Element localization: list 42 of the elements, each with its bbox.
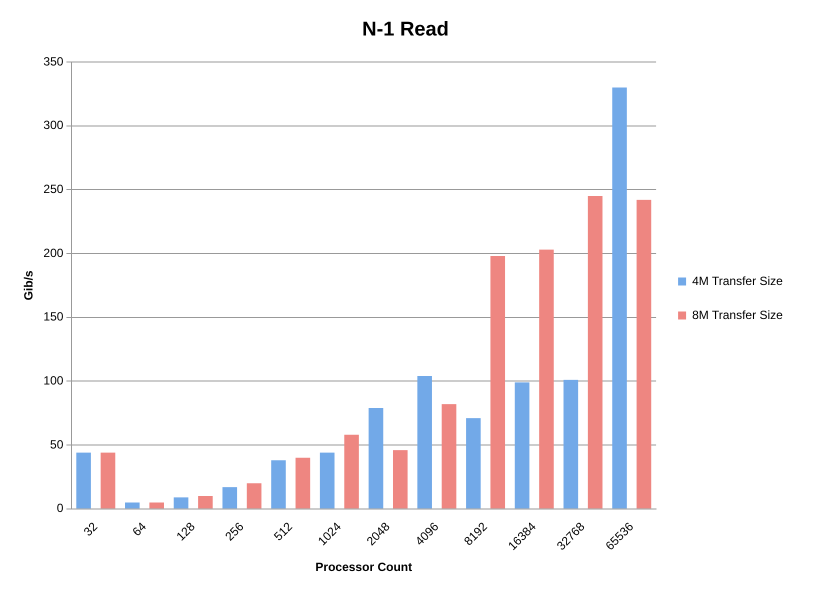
- bar: [636, 200, 652, 508]
- bar: [296, 458, 310, 508]
- bar: [392, 450, 408, 508]
- bar: [442, 404, 456, 508]
- bar: [174, 497, 188, 508]
- bar: [149, 502, 164, 508]
- bar: [76, 452, 91, 508]
- x-tick-label: 256: [222, 519, 247, 544]
- legend-label: 4M Transfer Size: [692, 274, 784, 288]
- y-tick-label: 150: [43, 310, 64, 324]
- y-tick-label: 350: [43, 54, 64, 68]
- bar: [271, 460, 286, 508]
- bar: [490, 256, 506, 508]
- legend-label: 8M Transfer Size: [692, 308, 784, 322]
- bar: [222, 487, 238, 508]
- x-axis-title: Processor Count: [315, 560, 412, 574]
- bar: [125, 502, 140, 508]
- bar: [198, 496, 213, 508]
- bar: [564, 380, 578, 508]
- bar: [344, 434, 359, 508]
- y-tick-label: 250: [43, 182, 64, 196]
- bar: [466, 418, 481, 508]
- x-tick-label: 128: [174, 519, 198, 544]
- y-tick-label: 200: [43, 246, 64, 260]
- chart-title: N-1 Read: [362, 18, 449, 41]
- x-tick-label: 512: [271, 519, 296, 544]
- x-tick-label: 64: [130, 519, 150, 539]
- y-tick-label: 100: [43, 373, 64, 388]
- bar: [417, 376, 432, 508]
- bar: [612, 88, 627, 508]
- bar: [539, 250, 554, 508]
- y-tick-label: 0: [56, 501, 64, 516]
- bar: [320, 452, 335, 508]
- bar: [100, 452, 116, 508]
- bar: [368, 408, 384, 508]
- x-tick-label: 32: [80, 519, 100, 539]
- bar: [246, 483, 262, 508]
- y-axis-title: Gib/s: [22, 270, 36, 300]
- bar: [514, 382, 530, 508]
- bar: [588, 196, 602, 508]
- y-tick-label: 50: [50, 437, 64, 452]
- y-tick-label: 300: [43, 118, 64, 132]
